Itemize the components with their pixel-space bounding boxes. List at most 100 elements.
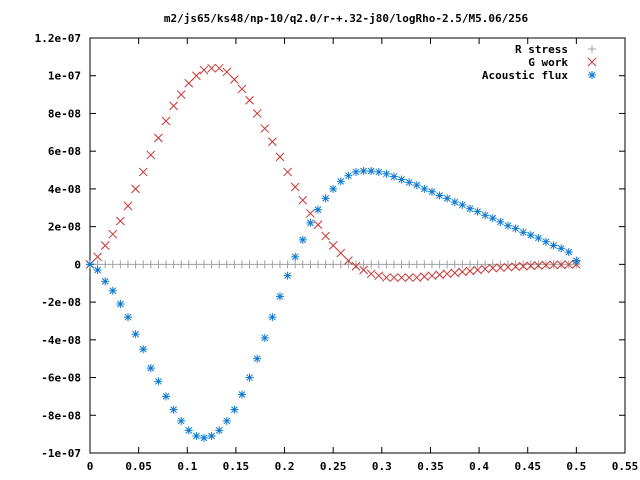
x-tick-label: 0 [87,460,94,473]
plot-frame [89,37,626,454]
data-point [253,260,262,269]
data-point [161,392,170,401]
x-tick-label: 0.55 [612,460,639,473]
data-point [382,273,391,282]
data-point [420,184,429,193]
x-tick-label: 0.15 [223,460,250,473]
data-point [328,241,338,250]
data-point [427,271,437,281]
data-point [427,187,436,196]
data-point [298,260,307,269]
data-point [351,261,361,271]
series-acoustic-flux [86,166,581,442]
data-point [313,260,322,269]
data-point [389,260,398,269]
data-point [169,260,178,269]
legend-label: Acoustic flux [482,69,568,82]
data-point [435,270,444,280]
data-point [344,260,353,269]
data-point [443,260,452,269]
data-point [435,191,444,200]
data-point [519,228,528,237]
data-point [237,260,246,269]
data-point [442,269,452,279]
data-point [199,433,208,442]
data-point [511,262,520,271]
data-point [268,260,277,269]
data-point [131,184,140,194]
data-point [161,116,171,126]
data-point [260,260,269,269]
data-point [541,260,551,270]
x-tick-label: 0.45 [514,460,541,473]
data-point [420,260,429,269]
data-point [336,177,345,186]
data-point [420,272,429,281]
data-point [154,260,163,269]
data-point [473,207,482,216]
data-point [389,273,399,282]
data-point [374,260,383,269]
data-point [518,261,528,271]
data-point [374,271,384,281]
data-point [237,390,246,399]
data-point [253,354,262,363]
data-point [207,432,216,441]
data-point [526,260,535,269]
data-point [526,231,535,240]
x-tick-label: 0.4 [469,460,489,473]
data-point [116,299,125,308]
data-point [207,260,216,269]
data-point [86,260,94,269]
data-point [230,75,239,84]
data-point [207,63,216,73]
data-point [245,260,254,269]
data-point [222,67,232,77]
x-tick-label: 0.25 [320,460,347,473]
data-point [176,90,186,99]
y-tick-label: -4e-08 [41,334,81,347]
data-point [123,260,132,269]
data-point [169,101,178,111]
data-point [519,260,528,269]
data-point [488,263,498,273]
data-point [458,200,467,209]
data-point [108,229,118,239]
data-point [389,172,398,181]
data-point [480,264,490,274]
data-point [245,373,254,382]
data-point [572,256,581,265]
y-tick-label: -1e-07 [41,447,81,460]
series-layer [85,63,581,442]
data-point [146,260,155,269]
data-point [412,273,422,282]
data-point [405,260,414,269]
data-point [93,252,102,262]
data-point [488,260,497,269]
data-point [100,241,110,250]
data-point [564,248,573,257]
data-point [101,277,110,286]
axis-ticks: 0 0.05 0.1 0.15 0.2 0.25 0.3 0.35 0.4 0.45 0.5 0.55… [35,32,639,473]
data-point [557,244,566,253]
data-point [496,217,505,226]
data-point [534,260,543,269]
data-point [534,261,543,270]
data-point [222,260,231,269]
data-point [382,169,391,178]
data-point [344,256,353,265]
data-point [192,432,201,441]
data-point [366,269,376,279]
data-point [450,260,459,269]
data-point [169,405,178,414]
data-point [397,175,406,184]
y-tick-label: -2e-08 [41,296,81,309]
data-point [549,241,558,250]
data-point [131,330,140,339]
legend-label: R stress [515,43,568,56]
data-point [321,260,330,269]
y-tick-label: -6e-08 [41,372,81,385]
data-point [374,167,383,176]
data-point [503,221,512,230]
